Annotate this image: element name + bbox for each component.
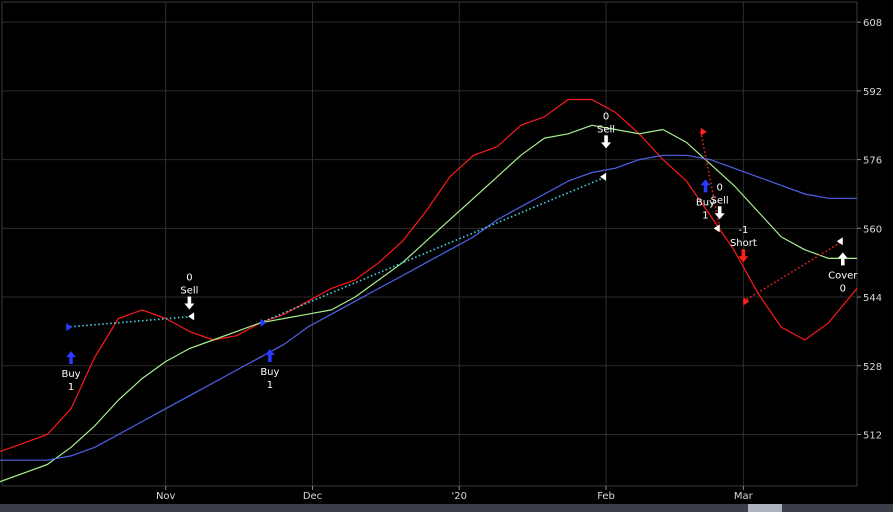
x-tick-label: Mar <box>734 491 754 502</box>
signal-label: Buy <box>61 369 80 380</box>
up-arrow-icon <box>837 252 848 266</box>
trade-entry-marker <box>700 127 707 136</box>
buy-signal-2: Buy 1 <box>260 349 280 391</box>
trade-line <box>66 315 195 328</box>
y-tick-label: 528 <box>863 362 882 373</box>
trade-exit-marker <box>600 172 607 181</box>
x-tick-label: Dec <box>303 491 322 502</box>
trade-entry-marker <box>260 318 267 327</box>
indicator-lines <box>0 98 858 483</box>
red-line <box>0 98 858 453</box>
chart-grid <box>1 1 861 490</box>
signal-label: Sell <box>597 124 615 135</box>
up-arrow-icon <box>264 349 275 363</box>
signal-label: 0 <box>840 283 846 294</box>
signal-label: Sell <box>711 195 729 206</box>
scroll-thumb[interactable] <box>748 504 782 512</box>
signal-label: Cover <box>828 270 858 281</box>
sell-signal-2: 0 Sell <box>597 111 615 149</box>
short-signal: -1 Short <box>730 225 757 263</box>
trade-entry-marker <box>66 323 73 332</box>
y-axis-labels: 512 528 544 560 576 592 608 <box>863 18 882 441</box>
signal-label: Buy <box>696 197 715 208</box>
sell-signal-3: 0 Sell <box>711 182 729 220</box>
trade-line <box>742 240 844 303</box>
signal-label: Buy <box>260 367 279 378</box>
down-arrow-icon <box>601 135 612 149</box>
buy-signal-3: Buy 1 <box>696 179 715 221</box>
signal-label: 1 <box>68 382 74 393</box>
trade-exit-marker <box>713 224 720 233</box>
y-tick-label: 512 <box>863 430 882 441</box>
plot-frame <box>1 1 858 487</box>
down-arrow-icon <box>184 296 195 310</box>
up-arrow-icon <box>66 351 77 365</box>
sell-signal-1: 0 Sell <box>180 272 198 310</box>
y-tick-label: 608 <box>863 18 882 29</box>
cover-signal: Cover 0 <box>828 252 858 294</box>
y-tick-label: 544 <box>863 293 882 304</box>
green-line <box>0 124 857 483</box>
down-arrow-icon <box>714 206 725 220</box>
y-tick-label: 576 <box>863 156 882 167</box>
signal-label: 0 <box>603 111 609 122</box>
trade-line <box>699 131 721 229</box>
signal-label: 1 <box>702 210 708 221</box>
trade-exit-marker <box>836 237 843 246</box>
down-arrow-icon <box>738 249 749 263</box>
signal-label: 1 <box>267 380 273 391</box>
signal-label: Short <box>730 238 757 249</box>
y-tick-label: 592 <box>863 87 882 98</box>
trade-exit-marker <box>188 312 195 321</box>
trade-entry-marker <box>743 297 750 306</box>
x-tick-label: '20 <box>452 491 467 502</box>
x-tick-label: Feb <box>597 491 615 502</box>
signal-label: 0 <box>186 272 192 283</box>
trade-line <box>260 176 607 324</box>
trade-lines <box>66 127 844 332</box>
x-axis-labels: Nov Dec '20 Feb Mar <box>156 491 754 502</box>
signal-label: -1 <box>738 225 748 236</box>
x-tick-label: Nov <box>156 491 176 502</box>
up-arrow-icon <box>700 179 711 193</box>
blue-line <box>0 154 857 461</box>
signal-label: 0 <box>717 182 723 193</box>
y-tick-label: 560 <box>863 224 882 235</box>
signal-label: Sell <box>180 285 198 296</box>
buy-signal-1: Buy 1 <box>61 351 81 393</box>
horizontal-scrollbar[interactable] <box>0 504 893 512</box>
